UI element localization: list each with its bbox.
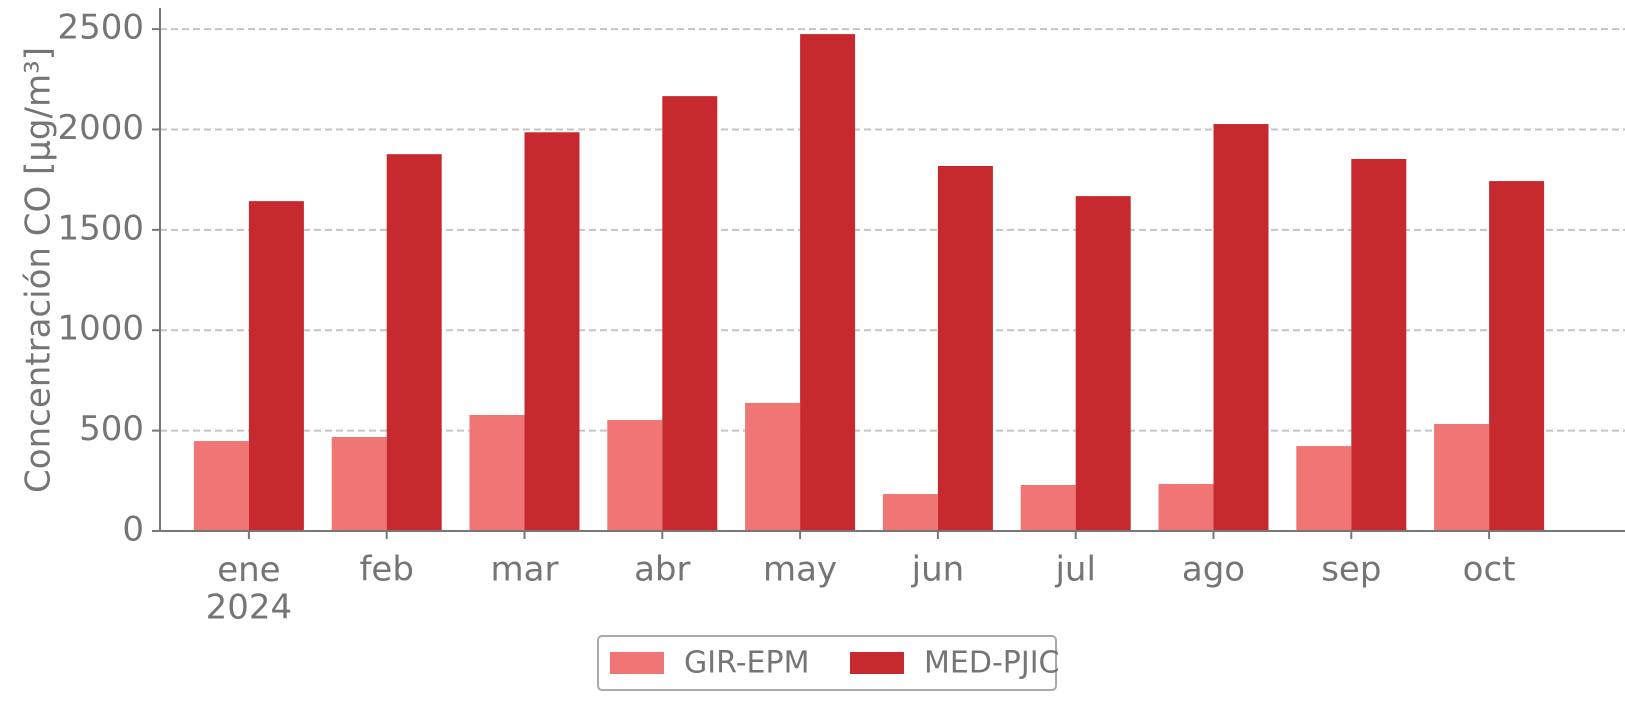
x-tick-label: abr <box>634 550 690 590</box>
bar <box>882 494 938 531</box>
x-tick-label: ene 2024 <box>206 550 293 627</box>
bar <box>1434 423 1490 531</box>
bar <box>193 441 249 531</box>
y-tick-label: 2000 <box>57 108 144 148</box>
y-tick-label: 1500 <box>57 208 144 248</box>
x-tick-label: may <box>763 550 837 590</box>
y-tick-label: 2500 <box>57 8 144 48</box>
x-tick-label: mar <box>491 550 559 590</box>
bar <box>1158 484 1214 531</box>
legend-box <box>597 635 1057 691</box>
bar <box>1075 196 1131 531</box>
bar <box>1020 485 1076 531</box>
x-tick-label: oct <box>1463 550 1516 590</box>
bar <box>800 34 856 532</box>
x-tick-label: sep <box>1321 550 1381 590</box>
legend-label: MED-PJIC <box>924 646 1060 681</box>
legend-label: GIR-EPM <box>684 646 809 681</box>
y-tick-label: 1000 <box>57 309 144 349</box>
legend-swatch <box>610 652 664 674</box>
legend-swatch <box>850 652 904 674</box>
y-tick-label: 500 <box>79 409 144 449</box>
bar <box>1296 446 1352 531</box>
bar <box>1351 158 1407 531</box>
x-tick-label: feb <box>359 550 413 590</box>
bar <box>469 414 525 531</box>
bar <box>1213 124 1269 531</box>
bar <box>745 402 801 531</box>
bar <box>1489 181 1545 531</box>
x-tick-label: jul <box>1054 550 1095 590</box>
bar <box>937 166 993 532</box>
bar <box>331 437 387 531</box>
x-tick-label: jun <box>911 550 965 590</box>
y-tick-label: 0 <box>122 510 144 550</box>
bar <box>386 154 442 531</box>
bar <box>607 419 663 531</box>
bar <box>524 132 580 531</box>
x-tick-label: ago <box>1182 550 1245 590</box>
y-axis-label: Concentración CO [μg/m³] <box>19 47 59 493</box>
bar <box>248 201 304 531</box>
bar <box>662 96 718 531</box>
